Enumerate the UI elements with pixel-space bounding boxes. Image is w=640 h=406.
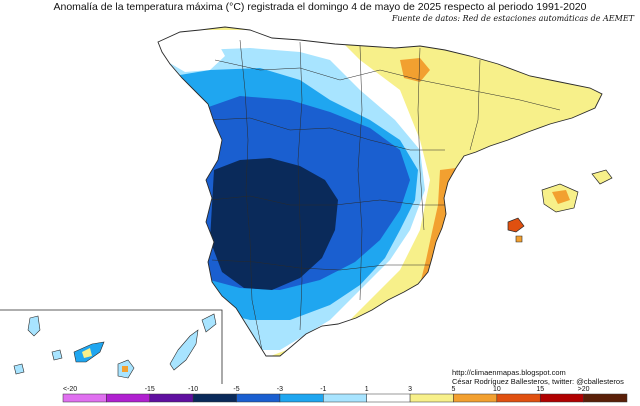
legend-swatch	[539, 393, 584, 403]
canary-inset-frame	[0, 309, 223, 384]
legend-swatch	[279, 393, 324, 403]
legend-swatch	[149, 393, 194, 403]
island-la-palma	[27, 315, 41, 337]
field-orange-north	[400, 58, 430, 82]
island-el-hierro	[13, 363, 25, 375]
field-white-galicia	[158, 34, 225, 72]
legend-swatch	[236, 393, 281, 403]
island-ibiza	[507, 217, 525, 233]
legend-swatch	[192, 393, 237, 403]
island-gran-canaria-core	[122, 366, 128, 372]
legend-label: -1	[320, 386, 326, 393]
legend-label: 1	[365, 386, 369, 393]
credit-author: César Rodríguez Ballesteros, twitter: @c…	[452, 377, 624, 386]
legend-swatch	[366, 393, 411, 403]
legend-swatch	[62, 393, 107, 403]
island-la-gomera	[51, 349, 63, 361]
internal-boundaries	[209, 39, 561, 351]
island-fuerteventura	[169, 329, 199, 371]
legend-swatch	[583, 393, 628, 403]
island-menorca	[591, 169, 613, 185]
island-formentera	[515, 235, 523, 243]
anomaly-map	[0, 26, 613, 384]
legend-label: -3	[277, 386, 283, 393]
legend-swatch	[496, 393, 541, 403]
map-title: Anomalía de la temperatura máxima (°C) r…	[53, 1, 587, 13]
credit-url: http://climaenmapas.blogspot.com	[452, 368, 566, 377]
island-lanzarote	[201, 313, 217, 333]
legend-label: 5	[452, 386, 456, 393]
legend-label: -10	[188, 386, 198, 393]
legend-label: -15	[145, 386, 155, 393]
legend-label: 15	[536, 386, 544, 393]
legend-label: -5	[233, 386, 239, 393]
legend-swatch	[106, 393, 151, 403]
color-legend: <-20 -15 -10 -5 -3 -1 1 3 5 10 15 >20	[62, 386, 628, 403]
island-mallorca-warm	[552, 190, 570, 204]
island-tenerife-core	[82, 348, 92, 358]
legend-swatch	[453, 393, 498, 403]
legend-swatch	[323, 393, 367, 403]
field-navy-core	[210, 158, 338, 290]
legend-label: 10	[493, 386, 501, 393]
legend-swatch	[409, 393, 454, 403]
legend-label: 3	[408, 386, 412, 393]
legend-label: <-20	[63, 386, 77, 393]
legend-label: >20	[578, 386, 590, 393]
data-source-note: Fuente de datos: Red de estaciones autom…	[391, 14, 634, 23]
